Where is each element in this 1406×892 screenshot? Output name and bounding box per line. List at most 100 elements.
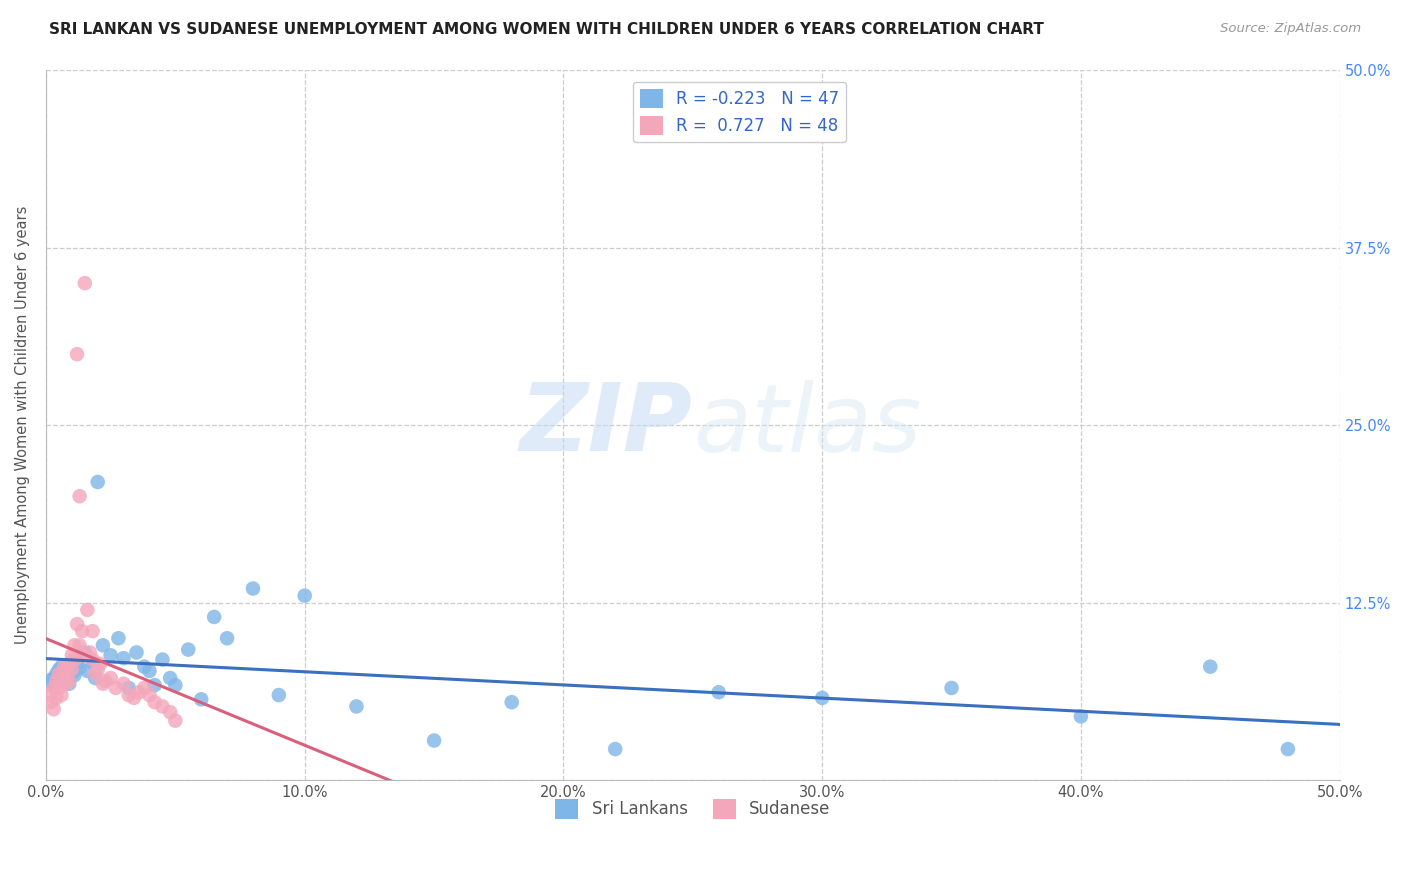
Sri Lankans bbox=[423, 733, 446, 747]
Sudanese bbox=[165, 714, 187, 728]
Sri Lankans bbox=[217, 632, 239, 646]
Sudanese bbox=[73, 276, 96, 290]
Sri Lankans bbox=[159, 671, 181, 685]
Sudanese bbox=[134, 681, 156, 695]
Sudanese bbox=[79, 645, 101, 659]
Y-axis label: Unemployment Among Women with Children Under 6 years: Unemployment Among Women with Children U… bbox=[15, 206, 30, 644]
Sri Lankans bbox=[1070, 709, 1092, 723]
Sri Lankans bbox=[811, 690, 834, 705]
Sri Lankans bbox=[38, 673, 60, 688]
Sudanese bbox=[104, 681, 127, 695]
Sudanese bbox=[45, 673, 67, 688]
Sudanese bbox=[100, 671, 122, 685]
Sri Lankans bbox=[63, 668, 86, 682]
Sri Lankans bbox=[48, 663, 70, 677]
Sri Lankans bbox=[51, 659, 73, 673]
Sudanese bbox=[82, 652, 104, 666]
Sri Lankans bbox=[242, 582, 264, 596]
Sudanese bbox=[66, 617, 89, 632]
Sudanese bbox=[58, 673, 80, 688]
Sudanese bbox=[51, 688, 73, 702]
Sri Lankans bbox=[58, 676, 80, 690]
Sudanese bbox=[53, 659, 76, 673]
Sri Lankans bbox=[1277, 742, 1299, 756]
Sri Lankans bbox=[707, 685, 730, 699]
Sri Lankans bbox=[91, 638, 114, 652]
Sri Lankans bbox=[53, 670, 76, 684]
Sudanese bbox=[143, 695, 166, 709]
Sudanese bbox=[42, 681, 65, 695]
Sudanese bbox=[42, 702, 65, 716]
Sudanese bbox=[63, 652, 86, 666]
Sudanese bbox=[118, 688, 141, 702]
Sri Lankans bbox=[267, 688, 290, 702]
Sudanese bbox=[82, 624, 104, 639]
Sudanese bbox=[76, 603, 98, 617]
Sri Lankans bbox=[605, 742, 627, 756]
Sudanese bbox=[55, 676, 77, 690]
Sri Lankans bbox=[190, 692, 212, 706]
Sudanese bbox=[69, 489, 91, 503]
Sudanese bbox=[55, 663, 77, 677]
Sri Lankans bbox=[45, 666, 67, 681]
Sudanese bbox=[94, 673, 117, 688]
Sudanese bbox=[70, 648, 93, 663]
Sudanese bbox=[63, 638, 86, 652]
Sudanese bbox=[66, 347, 89, 361]
Sri Lankans bbox=[82, 656, 104, 670]
Legend: Sri Lankans, Sudanese: Sri Lankans, Sudanese bbox=[548, 793, 838, 825]
Sri Lankans bbox=[125, 645, 148, 659]
Sri Lankans bbox=[76, 664, 98, 678]
Sri Lankans bbox=[202, 610, 225, 624]
Sri Lankans bbox=[73, 645, 96, 659]
Sudanese bbox=[53, 666, 76, 681]
Sudanese bbox=[45, 690, 67, 705]
Sri Lankans bbox=[294, 589, 316, 603]
Sri Lankans bbox=[84, 671, 107, 685]
Sudanese bbox=[38, 688, 60, 702]
Text: Source: ZipAtlas.com: Source: ZipAtlas.com bbox=[1220, 22, 1361, 36]
Sri Lankans bbox=[501, 695, 523, 709]
Sudanese bbox=[112, 676, 135, 690]
Sudanese bbox=[138, 688, 160, 702]
Sri Lankans bbox=[346, 699, 368, 714]
Sri Lankans bbox=[138, 664, 160, 678]
Sudanese bbox=[70, 624, 93, 639]
Sri Lankans bbox=[152, 652, 174, 666]
Sri Lankans bbox=[55, 665, 77, 680]
Sri Lankans bbox=[60, 666, 83, 681]
Sri Lankans bbox=[177, 642, 200, 657]
Sri Lankans bbox=[100, 648, 122, 663]
Text: SRI LANKAN VS SUDANESE UNEMPLOYMENT AMONG WOMEN WITH CHILDREN UNDER 6 YEARS CORR: SRI LANKAN VS SUDANESE UNEMPLOYMENT AMON… bbox=[49, 22, 1045, 37]
Sudanese bbox=[69, 638, 91, 652]
Sri Lankans bbox=[112, 651, 135, 665]
Sri Lankans bbox=[1199, 659, 1222, 673]
Sudanese bbox=[87, 663, 110, 677]
Sudanese bbox=[48, 681, 70, 695]
Sudanese bbox=[152, 699, 174, 714]
Sri Lankans bbox=[941, 681, 963, 695]
Text: ZIP: ZIP bbox=[520, 379, 693, 471]
Sri Lankans bbox=[66, 657, 89, 671]
Sudanese bbox=[48, 666, 70, 681]
Sudanese bbox=[89, 657, 111, 671]
Sudanese bbox=[39, 695, 62, 709]
Sri Lankans bbox=[118, 681, 141, 695]
Sri Lankans bbox=[39, 676, 62, 690]
Text: atlas: atlas bbox=[693, 380, 921, 471]
Sudanese bbox=[60, 663, 83, 677]
Sri Lankans bbox=[87, 475, 110, 489]
Sudanese bbox=[60, 648, 83, 663]
Sudanese bbox=[51, 673, 73, 688]
Sudanese bbox=[122, 690, 145, 705]
Sri Lankans bbox=[134, 659, 156, 673]
Sri Lankans bbox=[165, 678, 187, 692]
Sudanese bbox=[84, 666, 107, 681]
Sudanese bbox=[128, 685, 150, 699]
Sri Lankans bbox=[143, 678, 166, 692]
Sudanese bbox=[58, 657, 80, 671]
Sudanese bbox=[91, 676, 114, 690]
Sri Lankans bbox=[107, 632, 129, 646]
Sudanese bbox=[159, 705, 181, 719]
Sri Lankans bbox=[69, 661, 91, 675]
